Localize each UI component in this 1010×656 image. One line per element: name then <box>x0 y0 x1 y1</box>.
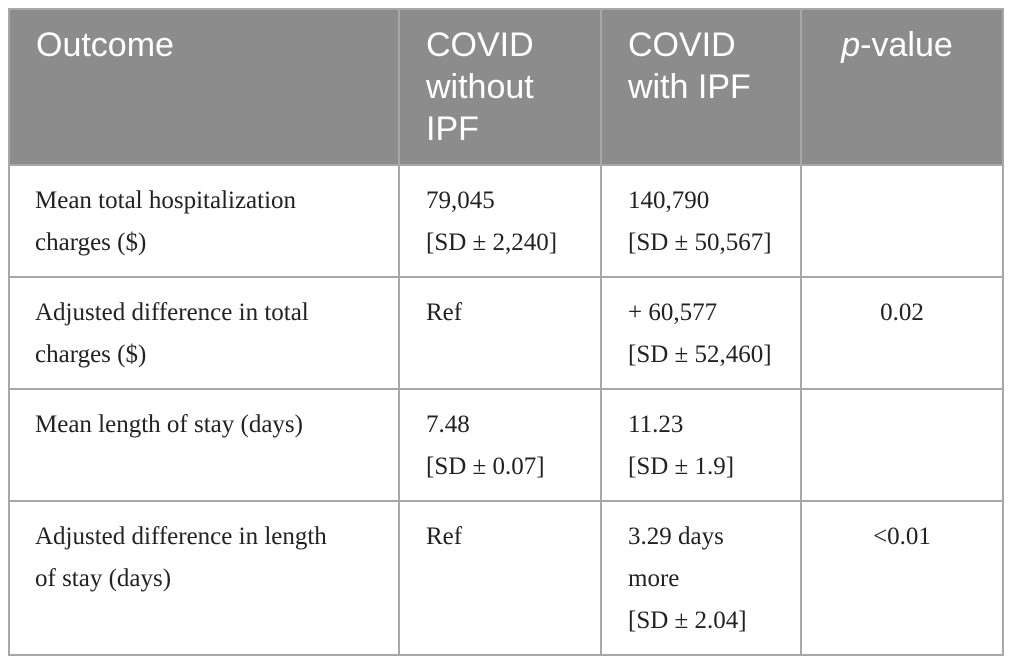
table-cell: 0.02 <box>800 276 1004 390</box>
table-cell: 79,045 [SD ± 2,240] <box>398 164 602 278</box>
cell-line: more <box>628 565 680 592</box>
table-row: Mean length of stay (days) 7.48 [SD ± 0.07… <box>8 388 1004 502</box>
cell-line: [SD ± 50,567] <box>628 229 772 256</box>
header-row: Outcome COVID without IPF COVID with IPF p-… <box>8 8 1004 166</box>
table-body: Mean total hospitalization charges ($) 79,… <box>8 164 1004 656</box>
cell-line: [SD ± 1.9] <box>628 453 735 480</box>
cell-line: Mean length of stay (days) <box>35 411 303 438</box>
cell-line: 140,790 <box>628 187 710 214</box>
table-cell: Ref <box>398 500 602 656</box>
cell-line: Adjusted difference in total <box>35 299 309 326</box>
header-cell: p-value <box>800 8 1004 166</box>
cell-line: 3.29 days <box>628 523 724 550</box>
cell-line: 7.48 <box>426 411 470 438</box>
cell-line: [SD ± 52,460] <box>628 341 772 368</box>
cell-line: [SD ± 2,240] <box>426 229 558 256</box>
cell-line: 79,045 <box>426 187 495 214</box>
page: Outcome COVID without IPF COVID with IPF p-… <box>8 8 1004 656</box>
cell-line: of stay (days) <box>35 565 172 592</box>
header-cell: COVID without IPF <box>398 8 602 166</box>
cell-line: Mean total hospitalization <box>35 187 297 214</box>
table-cell: 3.29 days more [SD ± 2.04] <box>600 500 802 656</box>
table-cell: 7.48 [SD ± 0.07] <box>398 388 602 502</box>
table-row: Mean total hospitalization charges ($) 79,… <box>8 164 1004 278</box>
table-cell: Adjusted difference in total charges ($) <box>8 276 400 390</box>
table-row: Adjusted difference in length of stay (da… <box>8 500 1004 656</box>
table-cell: <0.01 <box>800 500 1004 656</box>
table-cell: Mean length of stay (days) <box>8 388 400 502</box>
table-cell: 11.23 [SD ± 1.9] <box>600 388 802 502</box>
table-cell: Ref <box>398 276 602 390</box>
table-cell <box>800 388 1004 502</box>
cell-line: [SD ± 2.04] <box>628 607 747 634</box>
table-row: Adjusted difference in total charges ($) R… <box>8 276 1004 390</box>
cell-line: + 60,577 <box>628 299 718 326</box>
cell-line: Adjusted difference in length <box>35 523 327 550</box>
cell-line: <0.01 <box>873 523 931 550</box>
header-cell: Outcome <box>8 8 400 166</box>
table-cell: 140,790 [SD ± 50,567] <box>600 164 802 278</box>
cell-line: charges ($) <box>35 341 147 368</box>
cell-line: charges ($) <box>35 229 147 256</box>
table-cell: Adjusted difference in length of stay (da… <box>8 500 400 656</box>
cell-line: 0.02 <box>880 299 924 326</box>
cell-line: Ref <box>426 299 463 326</box>
cell-line: [SD ± 0.07] <box>426 453 545 480</box>
outcomes-table: Outcome COVID without IPF COVID with IPF p-… <box>8 8 1004 656</box>
table-cell: Mean total hospitalization charges ($) <box>8 164 400 278</box>
table-cell <box>800 164 1004 278</box>
table-cell: + 60,577 [SD ± 52,460] <box>600 276 802 390</box>
header-text: -value <box>860 26 953 64</box>
cell-line: Ref <box>426 523 463 550</box>
cell-line: 11.23 <box>628 411 684 438</box>
header-italic: p <box>841 26 861 64</box>
header-cell: COVID with IPF <box>600 8 802 166</box>
